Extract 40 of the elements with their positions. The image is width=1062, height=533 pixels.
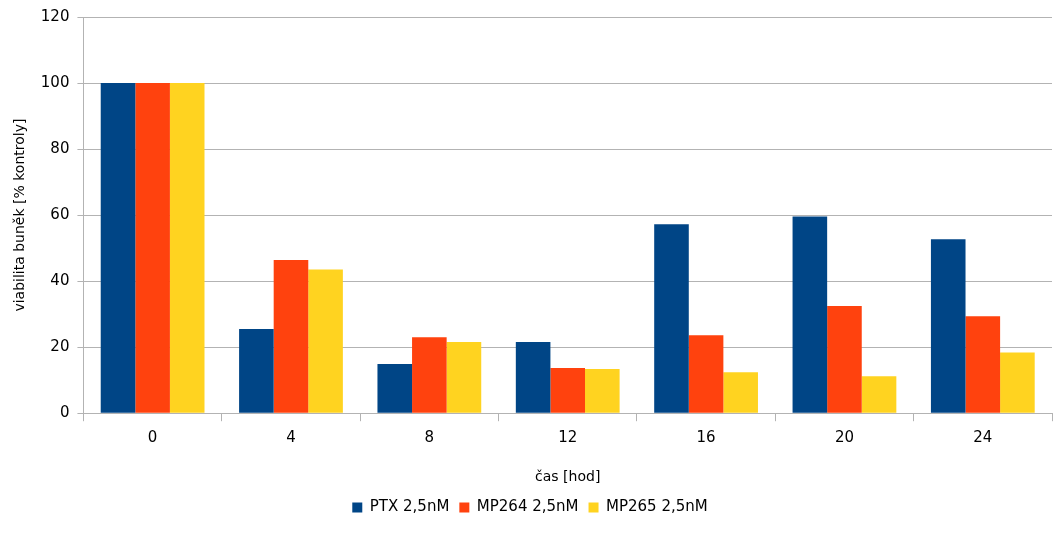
legend-label: MP264 2,5nM [476, 497, 579, 516]
bar [239, 329, 274, 413]
y-tick-label: 60 [50, 204, 70, 223]
bar [273, 260, 309, 413]
bar [515, 341, 551, 413]
bar [654, 224, 689, 413]
x-tick-label: 20 [834, 428, 854, 447]
bar [827, 305, 862, 413]
x-axis-title: čas [hod] [535, 468, 601, 485]
y-tick-label: 80 [50, 138, 70, 157]
bar [550, 367, 586, 413]
y-tick-label: 40 [50, 271, 70, 290]
bar [930, 239, 966, 413]
x-tick-label: 24 [973, 428, 993, 447]
x-tick-label: 12 [558, 428, 578, 447]
x-tick-label: 0 [147, 428, 158, 447]
bar [135, 83, 170, 413]
y-tick-label: 20 [50, 337, 70, 356]
bar [585, 368, 620, 413]
bar [446, 341, 482, 413]
x-tick-label: 8 [424, 428, 435, 447]
bar [100, 83, 136, 413]
legend-label: MP265 2,5nM [606, 497, 708, 516]
x-tick-label: 16 [696, 428, 716, 447]
bar [412, 337, 447, 413]
legend-label: PTX 2,5nM [369, 497, 450, 516]
bar [377, 364, 413, 413]
bar [1000, 352, 1035, 413]
bar [723, 372, 758, 413]
bar [169, 83, 205, 413]
y-axis-title: viabilita buněk [% kontroly] [11, 118, 28, 312]
bar [861, 376, 897, 413]
bar [308, 269, 343, 413]
bar [688, 335, 724, 413]
y-tick-label: 100 [40, 72, 70, 91]
y-tick-label: 120 [40, 6, 70, 25]
bar [965, 316, 1001, 413]
x-tick-label: 4 [286, 428, 296, 447]
y-tick-label: 0 [59, 403, 70, 422]
bar [792, 216, 828, 413]
